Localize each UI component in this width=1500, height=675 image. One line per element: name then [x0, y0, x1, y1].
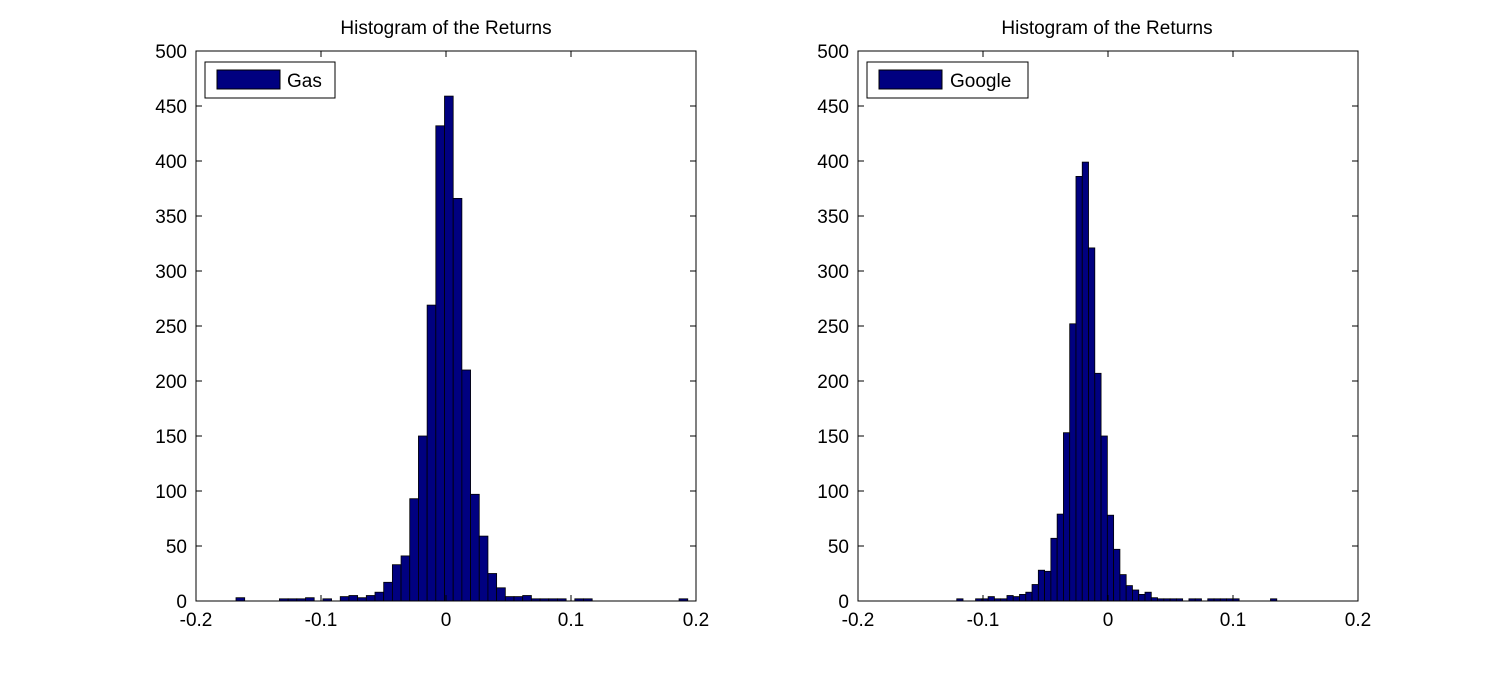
- histogram-bar: [487, 573, 498, 602]
- histogram-bar: [1138, 594, 1146, 602]
- x-tick-label: 0: [1103, 610, 1114, 631]
- y-tick-label: 500: [817, 42, 849, 63]
- x-tick-label: -0.2: [180, 610, 213, 631]
- axis-ticks: -0.2 -0.1 0 0.1 0.2 0 50 100 150 200 250 300 350 400 4…: [155, 42, 709, 631]
- y-tick-label: 200: [155, 372, 187, 393]
- x-tick-label: 0: [441, 610, 452, 631]
- histogram-bar: [1006, 595, 1014, 602]
- histogram-bar: [409, 498, 419, 602]
- legend-swatch: [216, 69, 281, 90]
- plot-area: [858, 51, 1358, 601]
- histogram-bars: [235, 95, 689, 602]
- histogram-bar: [1132, 589, 1140, 602]
- y-tick-label: 0: [838, 592, 849, 613]
- histogram-bar: [418, 435, 428, 602]
- histogram-bar: [339, 596, 350, 602]
- x-tick-label: 0.2: [683, 610, 709, 631]
- chart-title: Histogram of the Returns: [1001, 18, 1212, 39]
- chart-title: Histogram of the Returns: [340, 18, 551, 39]
- y-tick-label: 400: [817, 152, 849, 173]
- x-tick-label: -0.1: [967, 610, 1000, 631]
- histogram-bar: [1094, 372, 1102, 602]
- histogram-bar: [452, 197, 463, 602]
- y-tick-label: 350: [155, 207, 187, 228]
- histogram-bar: [426, 304, 437, 602]
- y-tick-label: 450: [817, 97, 849, 118]
- histogram-bar: [1113, 548, 1121, 602]
- histogram-bar: [987, 596, 995, 602]
- histogram-bar: [1075, 175, 1083, 602]
- histogram-bar: [1050, 537, 1058, 602]
- histogram-bar: [400, 555, 411, 602]
- histogram-bar: [348, 595, 359, 602]
- y-tick-label: 500: [155, 42, 187, 63]
- histogram-bar: [1037, 569, 1045, 602]
- histogram-bar: [1100, 435, 1108, 602]
- histogram-bar: [1144, 591, 1152, 602]
- histogram-bar: [1081, 161, 1089, 602]
- histogram-bar: [1125, 585, 1133, 602]
- y-tick-label: 100: [817, 482, 849, 503]
- histogram-bar: [1044, 570, 1052, 602]
- legend-label: Gas: [287, 71, 322, 92]
- histogram-bar: [1119, 574, 1127, 602]
- histogram-bar: [365, 595, 376, 602]
- x-tick-label: 0.2: [1345, 610, 1371, 631]
- histogram-bar: [1025, 591, 1033, 602]
- histogram-bar: [1069, 323, 1077, 602]
- y-tick-label: 150: [817, 427, 849, 448]
- histogram-bar: [374, 591, 385, 602]
- histogram-bar: [444, 95, 454, 602]
- histogram-bar: [1031, 584, 1039, 602]
- histogram-bar: [1012, 596, 1020, 602]
- histogram-bar: [478, 535, 489, 602]
- axis-ticks: -0.2 -0.1 0 0.1 0.2 0 50 100 150 200 250 300 350 400 4…: [817, 42, 1371, 631]
- histogram-bar: [391, 564, 402, 602]
- histogram-bar: [1056, 513, 1064, 602]
- legend-swatch: [878, 69, 943, 90]
- x-tick-label: -0.2: [842, 610, 875, 631]
- y-tick-label: 250: [155, 317, 187, 338]
- histogram-bars: [956, 161, 1278, 602]
- x-tick-label: 0.1: [1220, 610, 1246, 631]
- y-tick-label: 350: [817, 207, 849, 228]
- histogram-bar: [383, 581, 393, 602]
- chart-google: Histogram of the Returns -0.2 -0.1 0 0.1 0.2…: [817, 18, 1371, 631]
- y-tick-label: 150: [155, 427, 187, 448]
- histogram-bar: [513, 596, 524, 602]
- y-tick-label: 50: [828, 537, 849, 558]
- histogram-bar: [1106, 514, 1115, 602]
- histogram-bar: [504, 596, 515, 602]
- histogram-bar: [522, 595, 532, 602]
- chart-gas: Histogram of the Returns -0.2 -0.1 0 0.1 0.2…: [155, 18, 709, 631]
- histogram-bar: [1019, 594, 1027, 602]
- x-tick-label: 0.1: [558, 610, 584, 631]
- histogram-bar: [470, 493, 480, 602]
- legend-label: Google: [950, 71, 1011, 92]
- y-tick-label: 400: [155, 152, 187, 173]
- histogram-bar: [435, 125, 445, 602]
- y-tick-label: 300: [155, 262, 187, 283]
- y-tick-label: 450: [155, 97, 187, 118]
- histogram-bar: [496, 587, 506, 602]
- y-tick-label: 250: [817, 317, 849, 338]
- y-tick-label: 100: [155, 482, 187, 503]
- y-tick-label: 300: [817, 262, 849, 283]
- y-tick-label: 50: [166, 537, 187, 558]
- y-tick-label: 0: [176, 592, 187, 613]
- legend[interactable]: Gas: [204, 61, 336, 99]
- x-tick-label: -0.1: [305, 610, 338, 631]
- histogram-bar: [461, 369, 471, 602]
- legend[interactable]: Google: [866, 61, 1029, 99]
- y-tick-label: 200: [817, 372, 849, 393]
- histogram-bar: [1088, 247, 1096, 602]
- histogram-bar: [1063, 432, 1071, 602]
